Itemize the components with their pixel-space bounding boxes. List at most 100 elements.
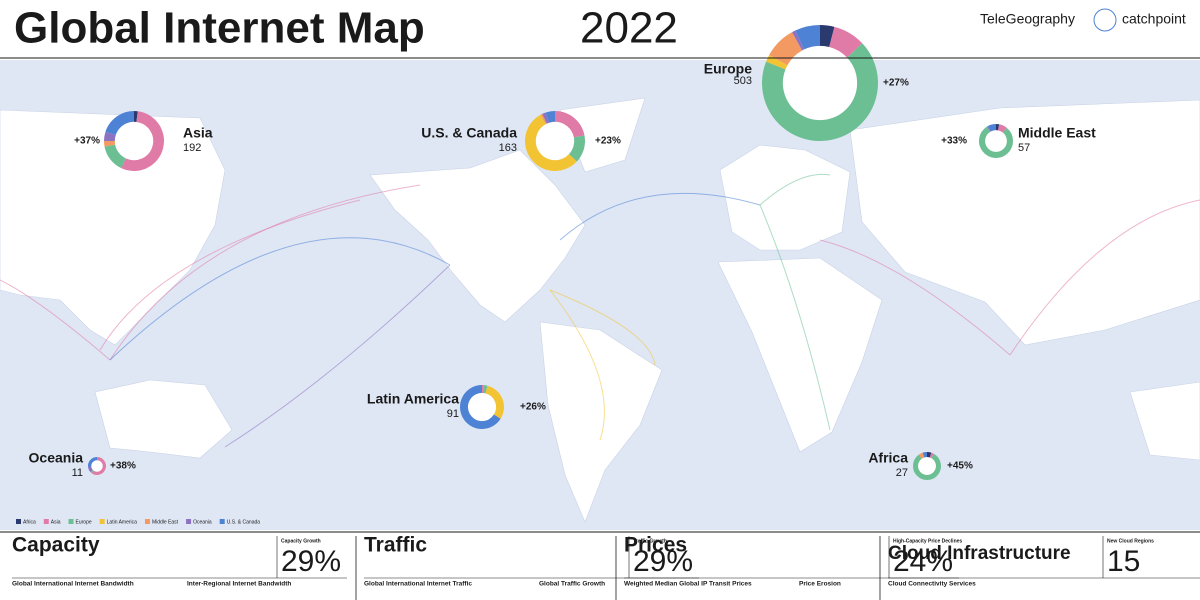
region-name: Asia — [183, 125, 213, 141]
region-name: Oceania — [29, 450, 84, 466]
stat-label: Capacity Growth — [281, 538, 321, 544]
stat-value: 29% — [633, 545, 693, 578]
section-title: Traffic — [364, 534, 427, 557]
region-value: 27 — [896, 467, 908, 479]
australia-east — [1129, 381, 1200, 461]
section-title: Cloud Infrastructure — [888, 543, 1071, 564]
arc — [549, 289, 656, 366]
chart-heading: Global Traffic Growth — [539, 581, 605, 588]
ring-segment — [913, 453, 941, 480]
asia-east — [849, 99, 1200, 346]
region-name: Latin America — [367, 391, 459, 407]
region-growth: +33% — [941, 136, 967, 147]
arc — [819, 239, 1011, 356]
region-growth: +38% — [110, 461, 136, 472]
stat-value: 15 — [1107, 545, 1140, 578]
ring-segment — [104, 144, 127, 169]
ring-segment — [828, 26, 863, 58]
ring-center — [114, 121, 154, 161]
ring-segment — [482, 385, 488, 394]
ring-segment — [121, 111, 164, 171]
region-value: 57 — [1018, 142, 1030, 154]
ring-segment — [926, 452, 932, 458]
ring-center — [782, 45, 858, 121]
australia-west — [94, 379, 233, 459]
ring-segment — [792, 30, 805, 51]
ring-segment — [90, 469, 94, 474]
ring-segment — [540, 113, 547, 125]
stat-label: High-Capacity Price Declines — [893, 538, 962, 544]
south-america — [539, 321, 663, 523]
legend-swatch — [43, 519, 49, 524]
ring-segment — [554, 111, 585, 138]
region-value: 11 — [72, 467, 83, 479]
ring-center — [918, 457, 936, 475]
stat-value: 29% — [281, 545, 341, 578]
chart-heading: Inter-Regional Internet Bandwidth — [187, 581, 291, 588]
legend: Africa Asia Europe Latin America Middle East… — [16, 519, 260, 525]
region-value: 91 — [447, 408, 459, 420]
ring-segment — [987, 124, 997, 132]
region-growth: +37% — [74, 136, 100, 147]
ring-segment — [766, 55, 788, 70]
ring-segment — [545, 111, 556, 123]
ring-segment — [568, 135, 585, 162]
arc — [109, 237, 451, 361]
ring-segment — [918, 452, 925, 459]
ring-segment — [105, 111, 135, 136]
chart-heading: Global International Internet Traffic — [364, 581, 472, 588]
region-growth: +45% — [947, 461, 973, 472]
africa — [717, 257, 883, 453]
north-america — [369, 149, 586, 323]
ring-segment — [997, 124, 1007, 133]
ring-segment — [922, 452, 928, 458]
cable-arcs — [0, 173, 1200, 448]
region-growth: +27% — [883, 78, 909, 89]
region-name: Europe — [704, 61, 752, 77]
ring-segment — [795, 25, 821, 50]
asia-west — [0, 109, 226, 346]
arc — [109, 184, 421, 361]
ring-segment — [979, 126, 1013, 158]
ring-center — [467, 392, 497, 422]
legend-swatch — [99, 519, 105, 524]
legend-label: Africa — [23, 519, 36, 525]
ring-center — [985, 130, 1007, 152]
ring-segment — [485, 385, 504, 419]
chart-heading: Weighted Median Global IP Transit Prices — [624, 581, 752, 588]
arc — [559, 192, 761, 241]
arc — [1009, 199, 1200, 356]
arc — [759, 173, 831, 206]
region-value: 163 — [499, 142, 517, 154]
ring-center — [91, 460, 103, 472]
publisher-logo: TeleGeography — [980, 11, 1075, 27]
legend-swatch — [144, 519, 150, 524]
region-growth: +26% — [520, 402, 546, 413]
legend-label: Latin America — [107, 519, 138, 525]
region-name: Middle East — [1018, 125, 1096, 141]
ring-center — [535, 121, 575, 161]
section-title: Prices — [624, 534, 687, 557]
ring-segment — [104, 131, 116, 142]
section-title: Capacity — [12, 534, 100, 557]
title-year: 2022 — [580, 4, 678, 53]
sponsor-logo: catchpoint — [1122, 11, 1186, 27]
ring-segment — [819, 25, 835, 48]
legend-label: U.S. & Canada — [227, 519, 261, 525]
legend-label: Middle East — [152, 519, 179, 525]
ring-segment — [88, 466, 93, 473]
chart-heading: Price Erosion — [799, 581, 841, 588]
chart-heading: Cloud Connectivity Services — [888, 581, 976, 588]
legend-swatch — [16, 519, 21, 524]
arc — [759, 204, 831, 431]
legend-label: Oceania — [193, 519, 212, 525]
legend-label: Europe — [76, 519, 92, 525]
